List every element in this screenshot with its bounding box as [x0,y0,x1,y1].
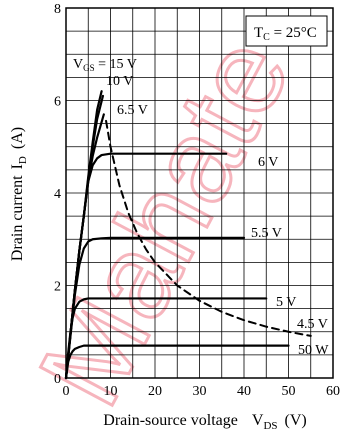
x-axis-label-text: Drain-source voltage [103,412,238,429]
series-line [64,236,246,380]
series-lines [64,90,312,380]
series-label: VGS = 15 V [73,57,137,73]
y-axis-label-symbol: I [9,164,26,169]
x-axis-label-sub: DS [263,420,277,432]
series-label: 10 V [106,74,133,89]
series-line [105,119,312,337]
watermark: Mahate [13,15,317,427]
annotation-text: TC = 25°C [254,25,317,43]
tick-labels: 0 10 20 30 40 50 60 0 2 4 6 8 [54,2,340,399]
y-axis-label: Drain current ID (A) [9,127,29,261]
annotation-sub: C [263,32,270,43]
y-tick-label: 2 [54,280,61,295]
y-axis-label-unit: (A) [9,127,26,149]
series-label: 50 W [298,343,329,358]
annotation-box [245,15,328,47]
x-axis-label-unit: (V) [285,412,307,429]
series-label: 4.5 V [297,317,328,332]
y-axis-label-sub: D [17,156,29,164]
x-tick-label: 20 [148,384,162,399]
x-tick-label: 40 [237,384,251,399]
series-labels: VGS = 15 V10 V 6.5 V 6 V 5.5 V 5 V4.5 V 50 W [73,57,329,358]
x-tick-label: 30 [193,384,207,399]
series-line [64,152,228,380]
x-axis-label: Drain-source voltage VDS (V) [103,412,306,432]
y-tick-label: 8 [54,2,61,17]
plot-frame [65,7,334,379]
x-tick-label: 50 [282,384,296,399]
series-line [64,297,268,380]
series-label: 5.5 V [251,226,282,241]
watermark-text: Mahate [14,16,315,425]
x-tick-label: 60 [326,384,340,399]
annotation-rest: = 25°C [270,25,317,41]
series-label: 5 V [276,295,296,310]
annotation-main: T [254,25,263,41]
y-axis-label-text: Drain current [9,175,26,261]
series-line [64,344,290,380]
series-label: 6.5 V [117,103,148,118]
y-tick-label: 4 [54,187,61,202]
y-tick-label: 6 [54,95,61,110]
x-tick-label: 10 [104,384,118,399]
x-axis-label-symbol: V [252,412,264,429]
y-tick-label: 0 [54,372,61,387]
series-label: 6 V [258,155,278,170]
x-tick-label: 0 [63,384,70,399]
